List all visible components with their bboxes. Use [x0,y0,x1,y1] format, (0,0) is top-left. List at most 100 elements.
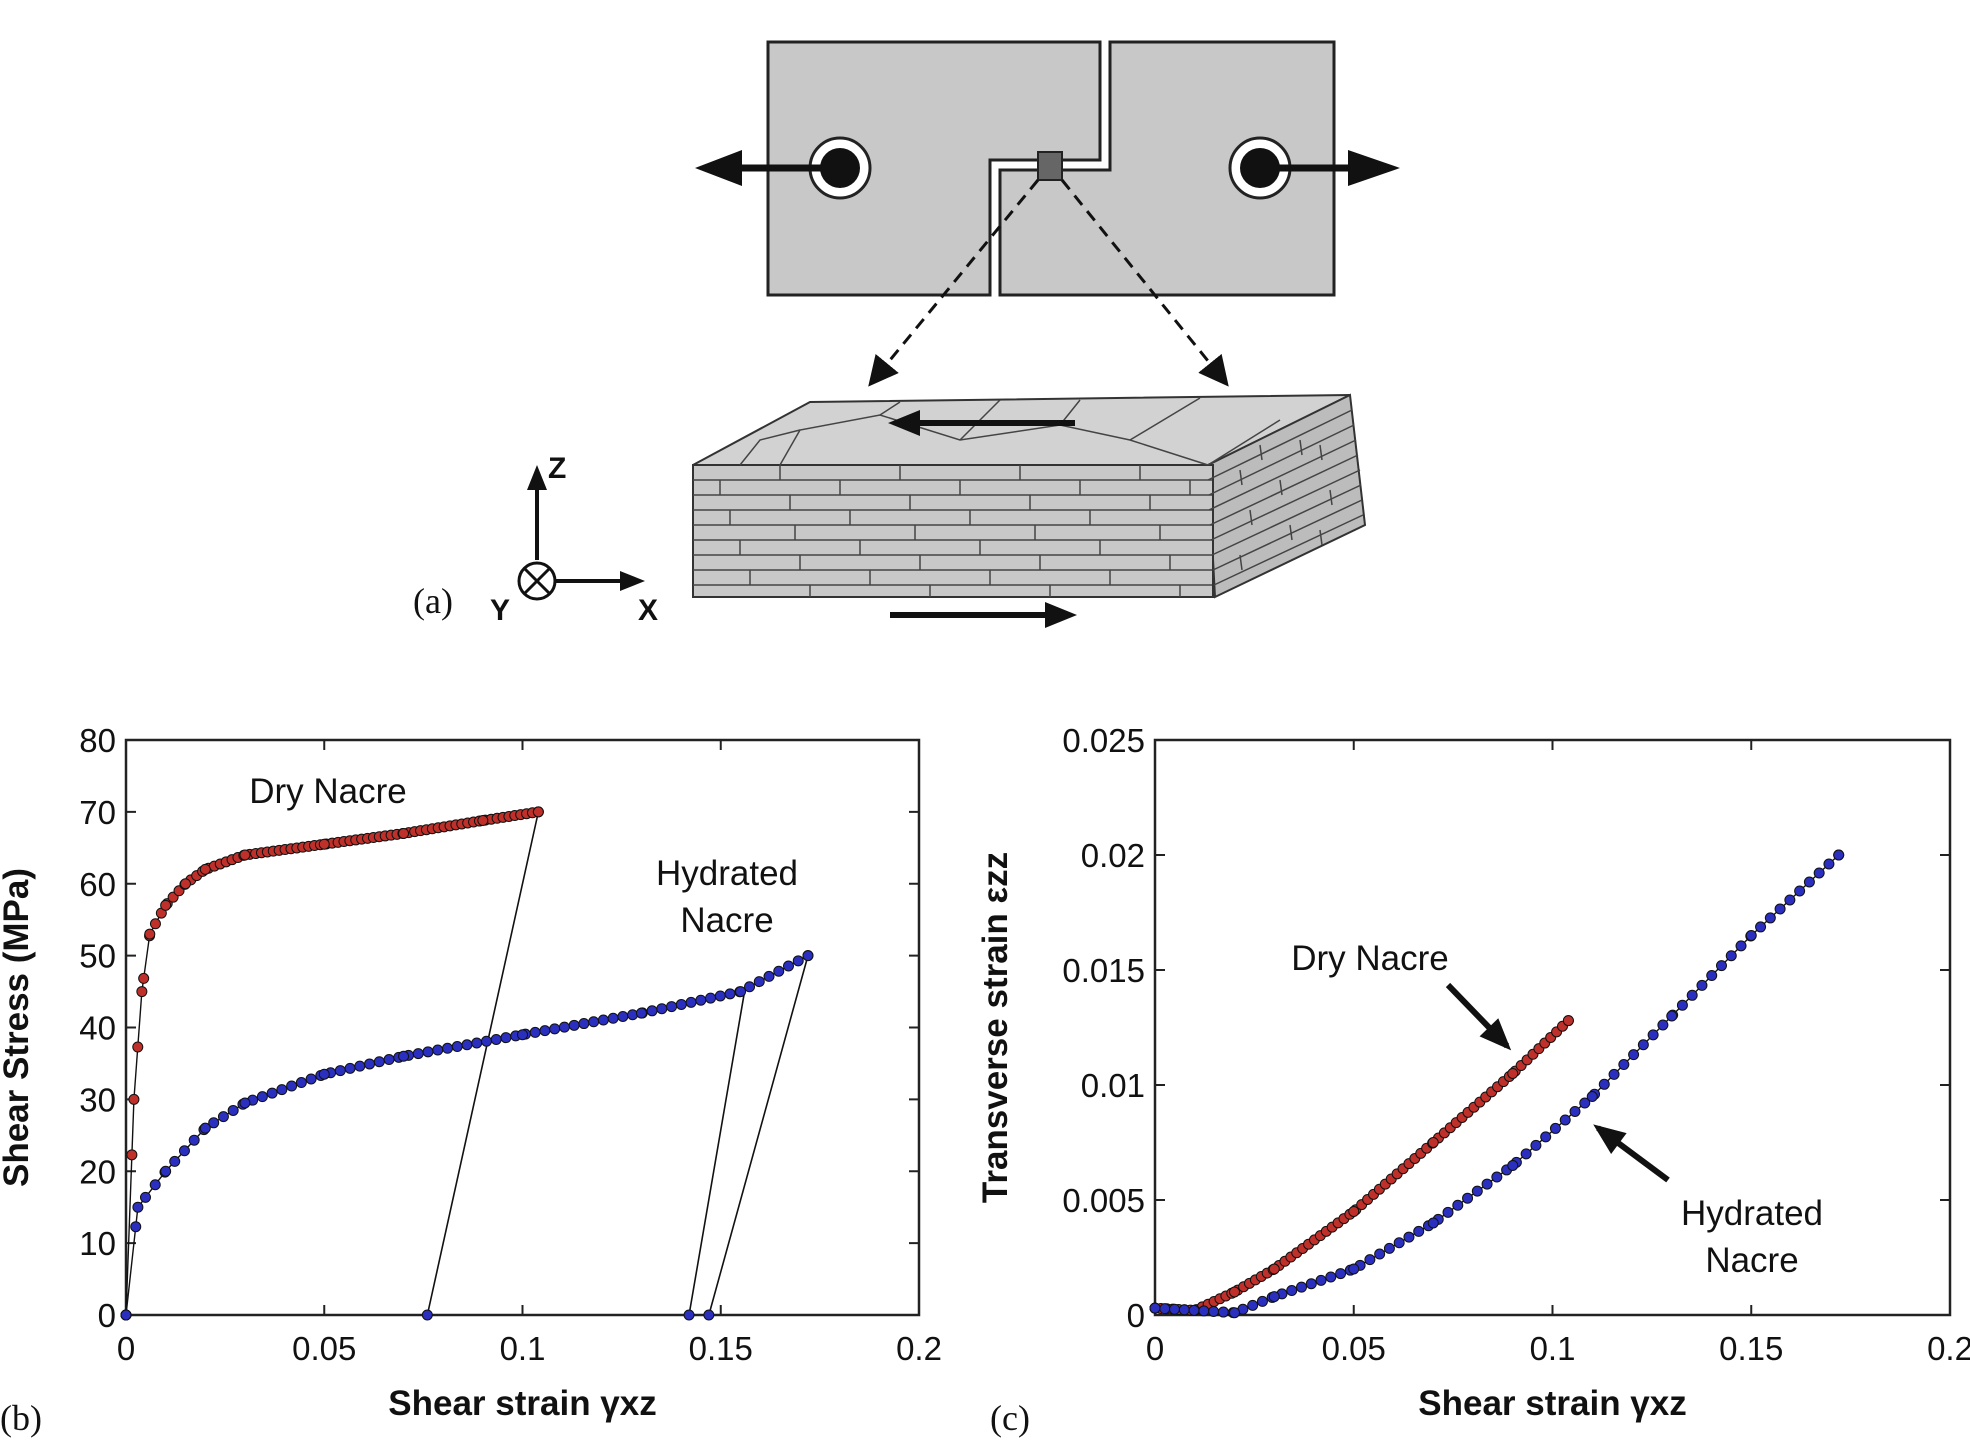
data-point [656,1003,668,1015]
data-point [422,1046,434,1058]
x-tick-label: 0.05 [292,1330,356,1367]
data-point [179,878,191,890]
data-point [256,1091,268,1103]
data-point [318,838,330,850]
data-point [1374,1248,1386,1260]
data-point [1569,1105,1581,1117]
data-point [1217,1306,1229,1318]
data-point [1608,1068,1620,1080]
data-point [597,1014,609,1026]
notch-sample-region [1037,151,1063,181]
x-tick-label: 0.2 [896,1330,942,1367]
data-point [1452,1199,1464,1211]
data-point [1530,1139,1542,1151]
data-point [627,1009,639,1021]
data-point [1229,1307,1240,1319]
data-point [1755,921,1767,933]
data-point [169,1155,181,1167]
x-tick-label: 0.05 [1322,1330,1386,1367]
data-point [635,1007,647,1019]
annotation-label: Nacre [1705,1241,1798,1280]
annotation-label: Dry Nacre [1291,939,1449,978]
data-point [451,1041,463,1053]
x-axis-label: Shear strain γxz [388,1384,656,1423]
data-point [305,1073,317,1085]
plot-area [1153,738,1952,1317]
annotation-arrowhead [1593,1124,1627,1154]
left-specimen-block [766,40,1102,297]
data-point [461,1039,473,1051]
x-tick-label: 0.1 [500,1330,546,1367]
y-tick-label: 0 [1127,1297,1145,1334]
data-point [138,972,150,984]
data-point [735,986,747,998]
data-point [144,928,156,940]
y-tick-label: 0 [98,1297,116,1334]
data-point [217,1111,229,1123]
data-point [480,1035,492,1047]
left-load-arrow [695,150,830,186]
data-point [1296,1281,1308,1293]
panel-label-b: (b) [0,1398,42,1438]
data-point [1268,1291,1280,1303]
x-tick-label: 0 [1146,1330,1164,1367]
unloading-line [688,991,746,1316]
data-point [1268,1263,1280,1275]
data-point [1540,1131,1552,1143]
data-point [1462,1192,1474,1204]
data-point [1559,1114,1571,1126]
data-point [588,1016,600,1028]
data-point [666,1001,678,1013]
unloading-line [426,811,540,1316]
data-point [1745,930,1757,941]
data-point [471,1037,483,1049]
x-tick-label: 0.15 [689,1330,753,1367]
unloading-end-point [683,1309,695,1321]
y-tick-label: 0.015 [1062,952,1145,989]
data-point [364,1058,376,1070]
annotation-label: Hydrated [1681,1194,1823,1233]
data-point [1813,867,1825,879]
y-tick-label: 70 [79,794,116,831]
data-point [432,1044,444,1056]
data-point [128,1093,140,1105]
data-point [724,988,736,1000]
data-point [132,1201,144,1213]
chart-transverse-strain: 0 0.05 0.1 0.15 0.2 0 0.005 0.01 0.015 0.02 0.025 S… [976,722,1970,1423]
data-point [1686,989,1698,1001]
data-point [1803,876,1815,888]
data-point [1579,1097,1591,1109]
data-point [532,806,544,818]
panel-label-c: (c) [990,1398,1030,1438]
data-point [529,1026,541,1038]
data-point [1618,1059,1630,1071]
data-point [1823,858,1835,870]
data-point [1149,1302,1161,1314]
y-tick-label: 60 [79,866,116,903]
chart-shear-stress: 0 0.05 0.1 0.15 0.2 0 10 20 30 40 50 60 70 80 Shear st… [0,722,942,1423]
data-point [1715,960,1727,972]
data-point [1305,1278,1317,1290]
data-point [1188,1304,1200,1316]
data-point [763,970,775,982]
x-tick-label: 0.15 [1719,1330,1783,1367]
data-point [120,1309,132,1321]
data-point [1562,1015,1574,1027]
data-point [517,1029,528,1041]
y-axis-letter: Y [490,594,510,627]
data-point [276,1084,288,1096]
data-point [1549,1122,1561,1134]
y-tick-label: 20 [79,1153,116,1190]
data-point [412,1048,424,1060]
data-point [442,1042,454,1054]
data-point [1833,849,1845,861]
data-point [136,986,148,998]
right-load-arrow [1270,150,1400,186]
x-tick-label: 0.2 [1927,1330,1970,1367]
specimen-diagram: Z Y X (a) [413,40,1400,628]
right-specimen-block [998,40,1336,297]
data-point [607,1012,619,1024]
data-point [1229,1286,1240,1298]
data-point [1520,1148,1532,1160]
unloading-end-point [421,1309,433,1321]
